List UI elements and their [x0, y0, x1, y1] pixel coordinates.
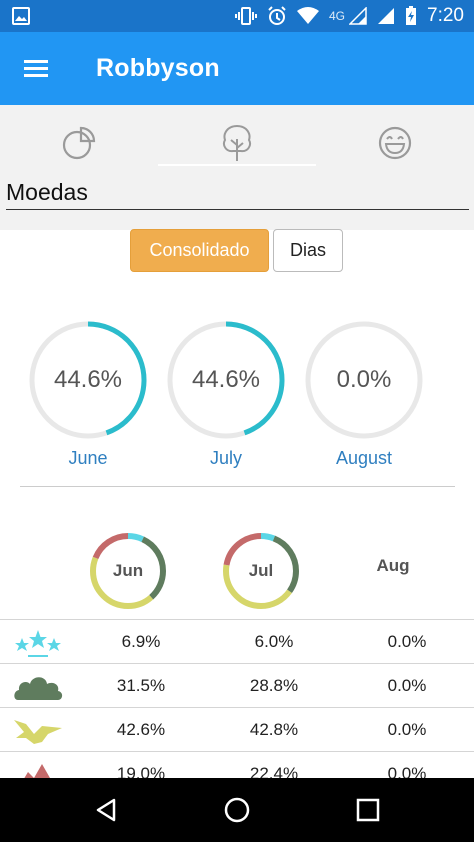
image-icon: [12, 7, 30, 25]
gauge-july: 44.6%: [164, 318, 288, 442]
gauge-label[interactable]: June: [68, 448, 108, 468]
stars-icon: [15, 630, 61, 657]
pie-chart-icon: [62, 126, 96, 160]
home-icon: [224, 797, 250, 823]
back-icon: [96, 798, 116, 822]
alarm-icon: [268, 6, 286, 25]
table-row: 42.6% 42.8% 0.0%: [0, 707, 474, 751]
dias-button[interactable]: Dias: [273, 229, 343, 272]
value-aug: 0.0%: [387, 720, 427, 739]
value-aug: 0.0%: [387, 632, 427, 651]
app-title: Robbyson: [96, 54, 220, 82]
recents-button[interactable]: [348, 790, 388, 830]
recents-icon: [356, 798, 380, 822]
gauge-august: 0.0%: [302, 318, 426, 442]
table-row: 31.5% 28.8% 0.0%: [0, 663, 474, 707]
app-bar: Robbyson: [0, 32, 474, 105]
navigation-bar: [0, 778, 474, 842]
back-button[interactable]: [86, 790, 126, 830]
bird-icon: [14, 720, 62, 744]
consolidado-button[interactable]: Consolidado: [130, 229, 269, 272]
table-row: 6.9% 6.0% 0.0%: [0, 619, 474, 663]
donut-segment: [90, 533, 166, 609]
network-type: 4G: [329, 9, 346, 23]
currency-field-value: Moedas: [6, 179, 88, 205]
gauge-label[interactable]: August: [335, 448, 393, 468]
gauge-june: 44.6%: [26, 318, 150, 442]
value-jul: 42.8%: [249, 720, 299, 739]
gauge-value: 44.6%: [53, 366, 123, 393]
tab-indicator: [158, 164, 316, 166]
tree-icon: [223, 124, 251, 161]
tab-bar: [0, 105, 474, 230]
donut-segment: [223, 533, 299, 609]
value-jun: 31.5%: [116, 676, 166, 695]
value-jul: 28.8%: [249, 676, 299, 695]
cloud-icon: [14, 677, 63, 700]
gauge-value: 0.0%: [336, 366, 392, 393]
currency-field[interactable]: Moedas: [6, 176, 469, 210]
divider: [20, 486, 455, 487]
battery-charging-icon: [406, 6, 417, 25]
tab-mood[interactable]: [365, 119, 425, 167]
gauge-label[interactable]: July: [209, 448, 242, 468]
donut-segment: [223, 533, 299, 609]
vibrate-icon: [235, 7, 257, 25]
value-jun: 6.9%: [121, 632, 161, 651]
value-jul: 6.0%: [254, 632, 294, 651]
gauge-arc: [167, 321, 285, 439]
gauge-arc: [29, 321, 147, 439]
donut-segment: [223, 533, 299, 609]
wifi-icon: [297, 7, 319, 24]
month-header: Jul: [248, 561, 274, 580]
donut-segment: [90, 533, 166, 609]
tab-tree[interactable]: [207, 119, 267, 167]
month-header: Jun: [112, 561, 144, 580]
value-jun: 42.6%: [116, 720, 166, 739]
donut-jul: Jul: [220, 530, 302, 612]
donut-segment: [90, 533, 166, 609]
value-aug: 0.0%: [387, 676, 427, 695]
hamburger-menu-icon[interactable]: [22, 54, 52, 82]
status-bar: 4G 7:20: [0, 0, 474, 32]
home-button[interactable]: [217, 790, 257, 830]
signal-icon: [349, 7, 367, 25]
tab-charts[interactable]: [49, 119, 109, 167]
gauge-value: 44.6%: [191, 366, 261, 393]
signal-icon: [378, 8, 395, 24]
month-header: Aug: [376, 556, 410, 575]
smiley-icon: [378, 126, 412, 160]
clock: 7:20: [427, 5, 464, 26]
donut-jun: Jun: [87, 530, 169, 612]
